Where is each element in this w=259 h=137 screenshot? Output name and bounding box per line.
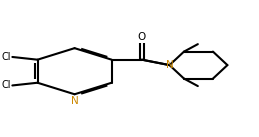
Text: O: O [138,32,146,42]
Text: N: N [71,96,78,106]
Text: Cl: Cl [2,52,11,62]
Text: Cl: Cl [2,80,11,90]
Text: N: N [166,60,173,70]
